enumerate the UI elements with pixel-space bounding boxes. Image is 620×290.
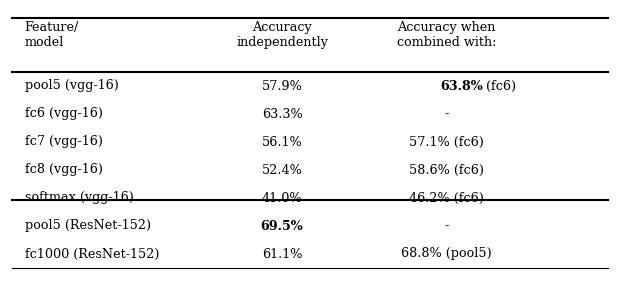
Text: Feature/
model: Feature/ model (25, 21, 79, 49)
Text: 57.9%: 57.9% (262, 79, 303, 93)
Text: 41.0%: 41.0% (262, 191, 303, 204)
Text: 63.8%: 63.8% (440, 79, 483, 93)
Text: 58.6% (fc6): 58.6% (fc6) (409, 164, 484, 177)
Text: 68.8% (pool5): 68.8% (pool5) (401, 247, 492, 260)
Text: Accuracy
independently: Accuracy independently (236, 21, 328, 49)
Text: 52.4%: 52.4% (262, 164, 303, 177)
Text: pool5 (ResNet-152): pool5 (ResNet-152) (25, 220, 151, 233)
Text: 61.1%: 61.1% (262, 247, 303, 260)
Text: 69.5%: 69.5% (261, 220, 303, 233)
Text: fc1000 (ResNet-152): fc1000 (ResNet-152) (25, 247, 159, 260)
Text: Accuracy when
combined with:: Accuracy when combined with: (397, 21, 496, 49)
Text: softmax (vgg-16): softmax (vgg-16) (25, 191, 134, 204)
Text: 56.1%: 56.1% (262, 135, 303, 148)
Text: fc6 (vgg-16): fc6 (vgg-16) (25, 108, 103, 121)
Text: fc8 (vgg-16): fc8 (vgg-16) (25, 164, 103, 177)
Text: 46.2% (fc6): 46.2% (fc6) (409, 191, 484, 204)
Text: -: - (445, 220, 448, 233)
Text: 57.1% (fc6): 57.1% (fc6) (409, 135, 484, 148)
Text: 63.3%: 63.3% (262, 108, 303, 121)
Text: -: - (445, 108, 448, 121)
Text: fc7 (vgg-16): fc7 (vgg-16) (25, 135, 103, 148)
Text: pool5 (vgg-16): pool5 (vgg-16) (25, 79, 118, 93)
Text: (fc6): (fc6) (482, 79, 516, 93)
